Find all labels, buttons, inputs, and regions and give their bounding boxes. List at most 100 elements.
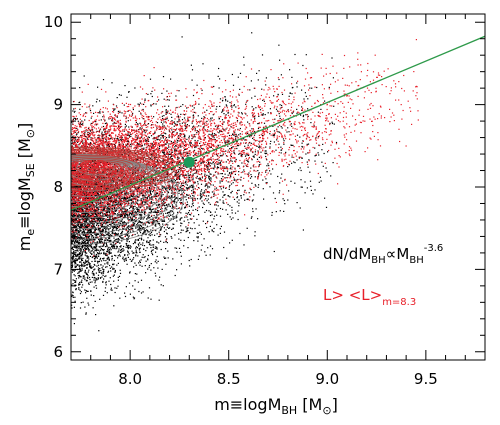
- scatter-point: [206, 169, 209, 171]
- scatter-point: [197, 153, 199, 155]
- scatter-point: [109, 250, 111, 252]
- scatter-point: [254, 235, 256, 237]
- scatter-point: [90, 246, 92, 248]
- scatter-point: [90, 198, 92, 200]
- scatter-point: [73, 214, 75, 216]
- scatter-point: [208, 179, 211, 181]
- scatter-point: [99, 253, 101, 255]
- scatter-point: [256, 145, 258, 147]
- scatter-point: [171, 151, 174, 153]
- scatter-point: [172, 176, 175, 178]
- scatter-point: [296, 86, 298, 88]
- scatter-point: [163, 256, 165, 258]
- scatter-point: [192, 184, 194, 186]
- scatter-point: [223, 231, 226, 233]
- scatter-point: [209, 225, 211, 227]
- scatter-point: [188, 205, 190, 207]
- scatter-point: [118, 177, 120, 179]
- scatter-point: [99, 235, 101, 237]
- scatter-point: [113, 144, 116, 146]
- scatter-point: [129, 143, 132, 145]
- scatter-point: [111, 247, 113, 249]
- scatter-point: [165, 257, 167, 259]
- scatter-point: [186, 227, 188, 230]
- scatter-point: [153, 116, 155, 118]
- scatter-point: [140, 113, 142, 115]
- scatter-point: [125, 244, 128, 246]
- scatter-point: [221, 111, 223, 113]
- scatter-point: [118, 201, 120, 203]
- scatter-point: [182, 189, 184, 191]
- scatter-point: [214, 125, 217, 127]
- scatter-point: [236, 120, 239, 122]
- scatter-point: [144, 204, 146, 206]
- scatter-point: [125, 257, 127, 259]
- scatter-point: [237, 178, 239, 181]
- scatter-point: [93, 269, 95, 271]
- scatter-point: [95, 260, 97, 262]
- scatter-point: [77, 245, 79, 247]
- scatter-point: [150, 135, 153, 137]
- scatter-point: [176, 106, 178, 109]
- scatter-point: [103, 208, 106, 210]
- scatter-point: [147, 258, 149, 260]
- scatter-point: [98, 112, 100, 114]
- scatter-point: [113, 237, 115, 239]
- scatter-point: [209, 245, 212, 247]
- scatter-point: [136, 239, 138, 241]
- scatter-point: [76, 222, 78, 224]
- scatter-point: [246, 148, 248, 150]
- scatter-point: [112, 178, 114, 180]
- scatter-point: [98, 238, 100, 240]
- scatter-point: [104, 190, 106, 192]
- scatter-point: [89, 263, 91, 265]
- scatter-point: [103, 206, 105, 208]
- scatter-point: [86, 248, 88, 251]
- scatter-point: [278, 192, 280, 194]
- scatter-point: [136, 247, 138, 249]
- scatter-point: [138, 245, 140, 247]
- scatter-point: [188, 176, 190, 178]
- scatter-point: [97, 192, 99, 194]
- scatter-point: [116, 247, 118, 249]
- scatter-point: [235, 158, 237, 161]
- scatter-point: [127, 225, 129, 227]
- scatter-point: [143, 181, 145, 183]
- scatter-point: [108, 248, 111, 251]
- scatter-point: [88, 168, 90, 170]
- scatter-point: [169, 181, 171, 183]
- scatter-point: [96, 245, 98, 247]
- scatter-point: [96, 257, 98, 259]
- scatter-point: [276, 139, 278, 141]
- scatter-point: [213, 227, 215, 229]
- scatter-point: [252, 208, 254, 210]
- scatter-point: [197, 115, 199, 117]
- scatter-point: [233, 105, 235, 107]
- scatter-point: [98, 145, 100, 147]
- scatter-point: [197, 181, 199, 183]
- scatter-point: [127, 110, 129, 112]
- scatter-point: [105, 225, 108, 227]
- scatter-point: [99, 216, 101, 218]
- scatter-point: [147, 180, 149, 182]
- scatter-point: [113, 109, 115, 111]
- scatter-point: [78, 240, 80, 242]
- scatter-point: [117, 234, 119, 236]
- scatter-point: [144, 223, 146, 225]
- scatter-point: [168, 211, 170, 213]
- scatter-point: [213, 168, 215, 170]
- scatter-point: [94, 268, 96, 270]
- scatter-point: [184, 114, 186, 116]
- scatter-point: [172, 207, 174, 209]
- scatter-point: [140, 145, 142, 147]
- scatter-point: [156, 233, 158, 235]
- scatter-point: [92, 248, 94, 250]
- scatter-point: [137, 208, 139, 210]
- scatter-point: [184, 165, 186, 167]
- scatter-point: [152, 246, 155, 248]
- scatter-point: [80, 251, 82, 253]
- scatter-point: [269, 133, 271, 135]
- scatter-point: [127, 248, 129, 250]
- scatter-point: [89, 142, 92, 145]
